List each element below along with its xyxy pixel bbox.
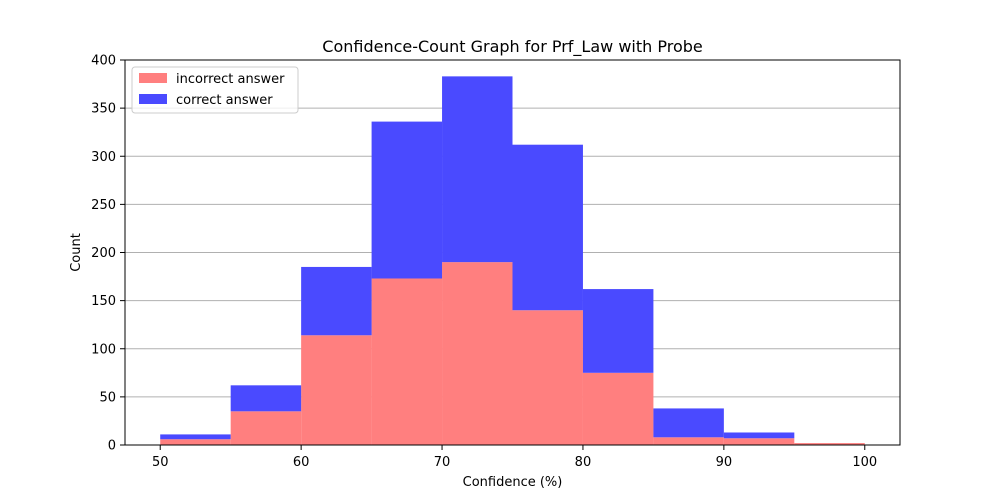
legend-box [131, 66, 299, 114]
x-tick-label: 70 [434, 455, 451, 470]
legend-swatch-incorrect [139, 73, 167, 83]
histogram-bar-incorrect [512, 310, 583, 445]
y-tick-label: 400 [91, 54, 116, 69]
y-tick-label: 250 [91, 198, 116, 213]
histogram-bar-correct [301, 266, 372, 336]
y-axis-label: Count [69, 233, 84, 272]
histogram-bar-correct [230, 385, 302, 412]
histogram-bar-incorrect [371, 278, 443, 445]
histogram-bar-incorrect [723, 438, 795, 445]
y-tick-label: 350 [91, 102, 116, 117]
x-tick-label: 80 [575, 455, 592, 470]
histogram-bar-correct [371, 121, 443, 279]
legend-label-correct: correct answer [176, 93, 273, 108]
histogram-bar-correct [653, 408, 724, 438]
y-tick-label: 50 [99, 390, 116, 405]
x-axis-label: Confidence (%) [463, 475, 563, 490]
x-tick-label: 60 [293, 455, 310, 470]
histogram-bar-incorrect [653, 437, 724, 445]
histogram-bar-correct [723, 432, 795, 439]
histogram-bar-incorrect [582, 372, 654, 445]
histogram-bar-correct [442, 76, 513, 263]
legend: incorrect answer correct answer [131, 66, 299, 114]
x-tick-label: 50 [152, 455, 169, 470]
y-tick-label: 200 [91, 246, 116, 261]
histogram-bar-correct [512, 144, 583, 311]
histogram-bar-correct [160, 434, 231, 440]
histogram-bar-incorrect [442, 262, 513, 445]
legend-label-incorrect: incorrect answer [176, 72, 285, 87]
y-tick-label: 300 [91, 150, 116, 165]
histogram-bar-incorrect [301, 335, 372, 445]
histogram-bar-incorrect [794, 443, 865, 445]
bars [160, 76, 865, 445]
y-axis-ticks: 0 50 100 150 200 250 300 350 400 [91, 54, 125, 454]
chart-title: Confidence-Count Graph for Prf_Law with … [322, 37, 702, 57]
y-tick-label: 0 [108, 439, 116, 454]
histogram-bar-incorrect [160, 439, 231, 445]
x-tick-label: 100 [852, 455, 877, 470]
histogram-bar-incorrect [230, 411, 302, 445]
histogram-bar-correct [582, 289, 654, 373]
legend-swatch-correct [139, 94, 167, 104]
x-tick-label: 90 [716, 455, 733, 470]
y-tick-label: 100 [91, 342, 116, 357]
y-tick-label: 150 [91, 294, 116, 309]
x-axis-ticks: 50 60 70 80 90 100 [152, 445, 877, 470]
